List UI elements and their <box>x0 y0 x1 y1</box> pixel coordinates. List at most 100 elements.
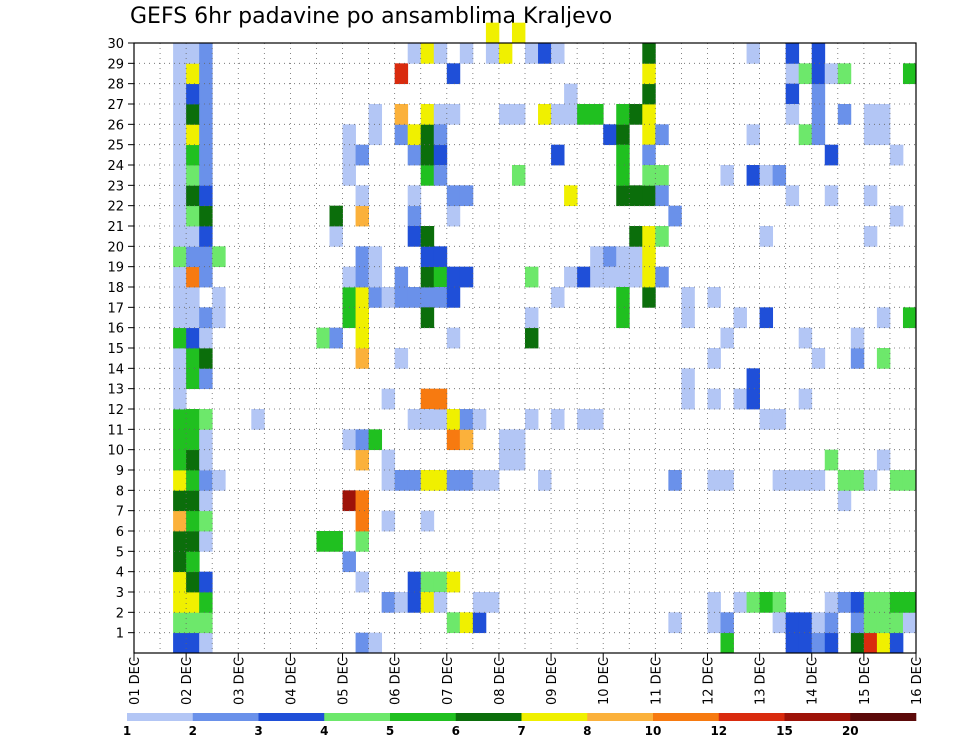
heatmap-cell <box>876 307 891 329</box>
heatmap-cell <box>420 571 435 593</box>
heatmap-cell <box>199 632 213 654</box>
heatmap-cell <box>173 348 187 369</box>
heatmap-cell <box>173 307 187 329</box>
heatmap-cell <box>368 287 383 308</box>
heatmap-cell <box>811 470 826 491</box>
heatmap-cell <box>863 612 878 634</box>
heatmap-cell <box>876 104 891 125</box>
y-tick-label: 2 <box>116 606 124 621</box>
heatmap-cell <box>446 571 461 593</box>
heatmap-cell <box>186 531 200 552</box>
heatmap-cell <box>681 307 695 329</box>
heatmap-cell <box>407 287 422 308</box>
heatmap-cell <box>720 632 734 654</box>
heatmap-cell <box>889 144 904 166</box>
heatmap-cell <box>407 571 422 593</box>
heatmap-cell <box>446 185 461 207</box>
heatmap-cell <box>173 185 187 207</box>
heatmap-cell <box>199 185 213 207</box>
heatmap-cell <box>199 348 213 369</box>
heatmap-cell <box>381 592 396 613</box>
y-tick-label: 13 <box>107 383 124 398</box>
x-tick-label: 07 DEC <box>441 657 456 705</box>
heatmap-cell <box>355 632 369 654</box>
heatmap-cell <box>525 266 539 288</box>
heatmap-cell <box>889 205 904 227</box>
heatmap-cell <box>733 592 747 613</box>
heatmap-cell <box>485 470 500 491</box>
heatmap-cell <box>681 368 695 390</box>
heatmap-cell <box>355 449 369 471</box>
heatmap-cell <box>746 592 760 613</box>
heatmap-cell <box>355 185 369 207</box>
heatmap-cell <box>186 449 200 471</box>
heatmap-cell <box>433 388 448 410</box>
heatmap-cell <box>420 104 435 125</box>
y-tick-label: 19 <box>107 261 124 276</box>
heatmap-cell <box>824 144 839 166</box>
heatmap-cell <box>199 470 213 491</box>
heatmap-cell <box>707 287 721 308</box>
heatmap-cell <box>186 165 200 186</box>
heatmap-cell <box>199 612 213 634</box>
heatmap-cell <box>590 409 604 430</box>
heatmap-cell <box>186 409 200 430</box>
heatmap-cell <box>629 266 643 288</box>
heatmap-cell <box>199 571 213 593</box>
heatmap-cell <box>186 429 200 451</box>
heatmap-cell <box>329 226 343 247</box>
heatmap-cell <box>564 104 578 125</box>
heatmap-cell <box>420 287 435 308</box>
heatmap-cell <box>824 632 839 654</box>
heatmap-cell <box>420 246 435 268</box>
heatmap-cell <box>459 43 474 64</box>
heatmap-cell <box>199 266 213 288</box>
heatmap-cell <box>472 592 487 613</box>
heatmap-cell <box>629 246 643 268</box>
heatmap-cell <box>863 632 878 654</box>
heatmap-cell <box>420 43 435 64</box>
heatmap-cell <box>837 470 852 491</box>
heatmap-cell <box>538 470 552 491</box>
heatmap-cell <box>355 205 369 227</box>
heatmap-cell <box>173 368 187 390</box>
heatmap-cell <box>616 104 630 125</box>
heatmap-cell <box>394 348 409 369</box>
x-tick-label: 08 DEC <box>493 657 508 705</box>
heatmap-cell <box>186 632 200 654</box>
heatmap-cell <box>824 63 839 85</box>
heatmap-cell <box>368 632 383 654</box>
heatmap-cell <box>720 165 734 186</box>
heatmap-cell <box>837 592 852 613</box>
heatmap-cell <box>629 104 643 125</box>
heatmap-cell <box>577 409 591 430</box>
heatmap-cell <box>603 124 617 146</box>
heatmap-cell <box>876 612 891 634</box>
x-tick-label: 16 DEC <box>910 657 925 705</box>
heatmap-cell <box>186 368 200 390</box>
heatmap-cell <box>642 63 656 85</box>
heatmap-cell <box>889 632 904 654</box>
heatmap-cell <box>212 287 226 308</box>
heatmap-cell <box>668 470 682 491</box>
heatmap-cell <box>394 287 409 308</box>
y-tick-label: 11 <box>107 423 124 438</box>
heatmap-cell <box>433 246 448 268</box>
heatmap-cell <box>759 165 774 186</box>
heatmap-cell <box>342 266 356 288</box>
heatmap-cell <box>173 632 187 654</box>
heatmap-cell <box>863 592 878 613</box>
heatmap-cell <box>811 104 826 125</box>
colorbar-label: 8 <box>583 724 591 738</box>
heatmap-cell <box>355 490 369 512</box>
colorbar-label: 10 <box>645 724 662 738</box>
heatmap-cell <box>785 632 800 654</box>
heatmap-cell <box>551 144 565 166</box>
heatmap-cell <box>850 632 865 654</box>
heatmap-cell <box>772 592 787 613</box>
heatmap-cell <box>199 226 213 247</box>
heatmap-cell <box>420 144 435 166</box>
heatmap-cell <box>381 449 396 471</box>
chart-title: GEFS 6hr padavine po ansamblima Kraljevo <box>130 4 613 29</box>
heatmap-cell <box>329 205 343 227</box>
